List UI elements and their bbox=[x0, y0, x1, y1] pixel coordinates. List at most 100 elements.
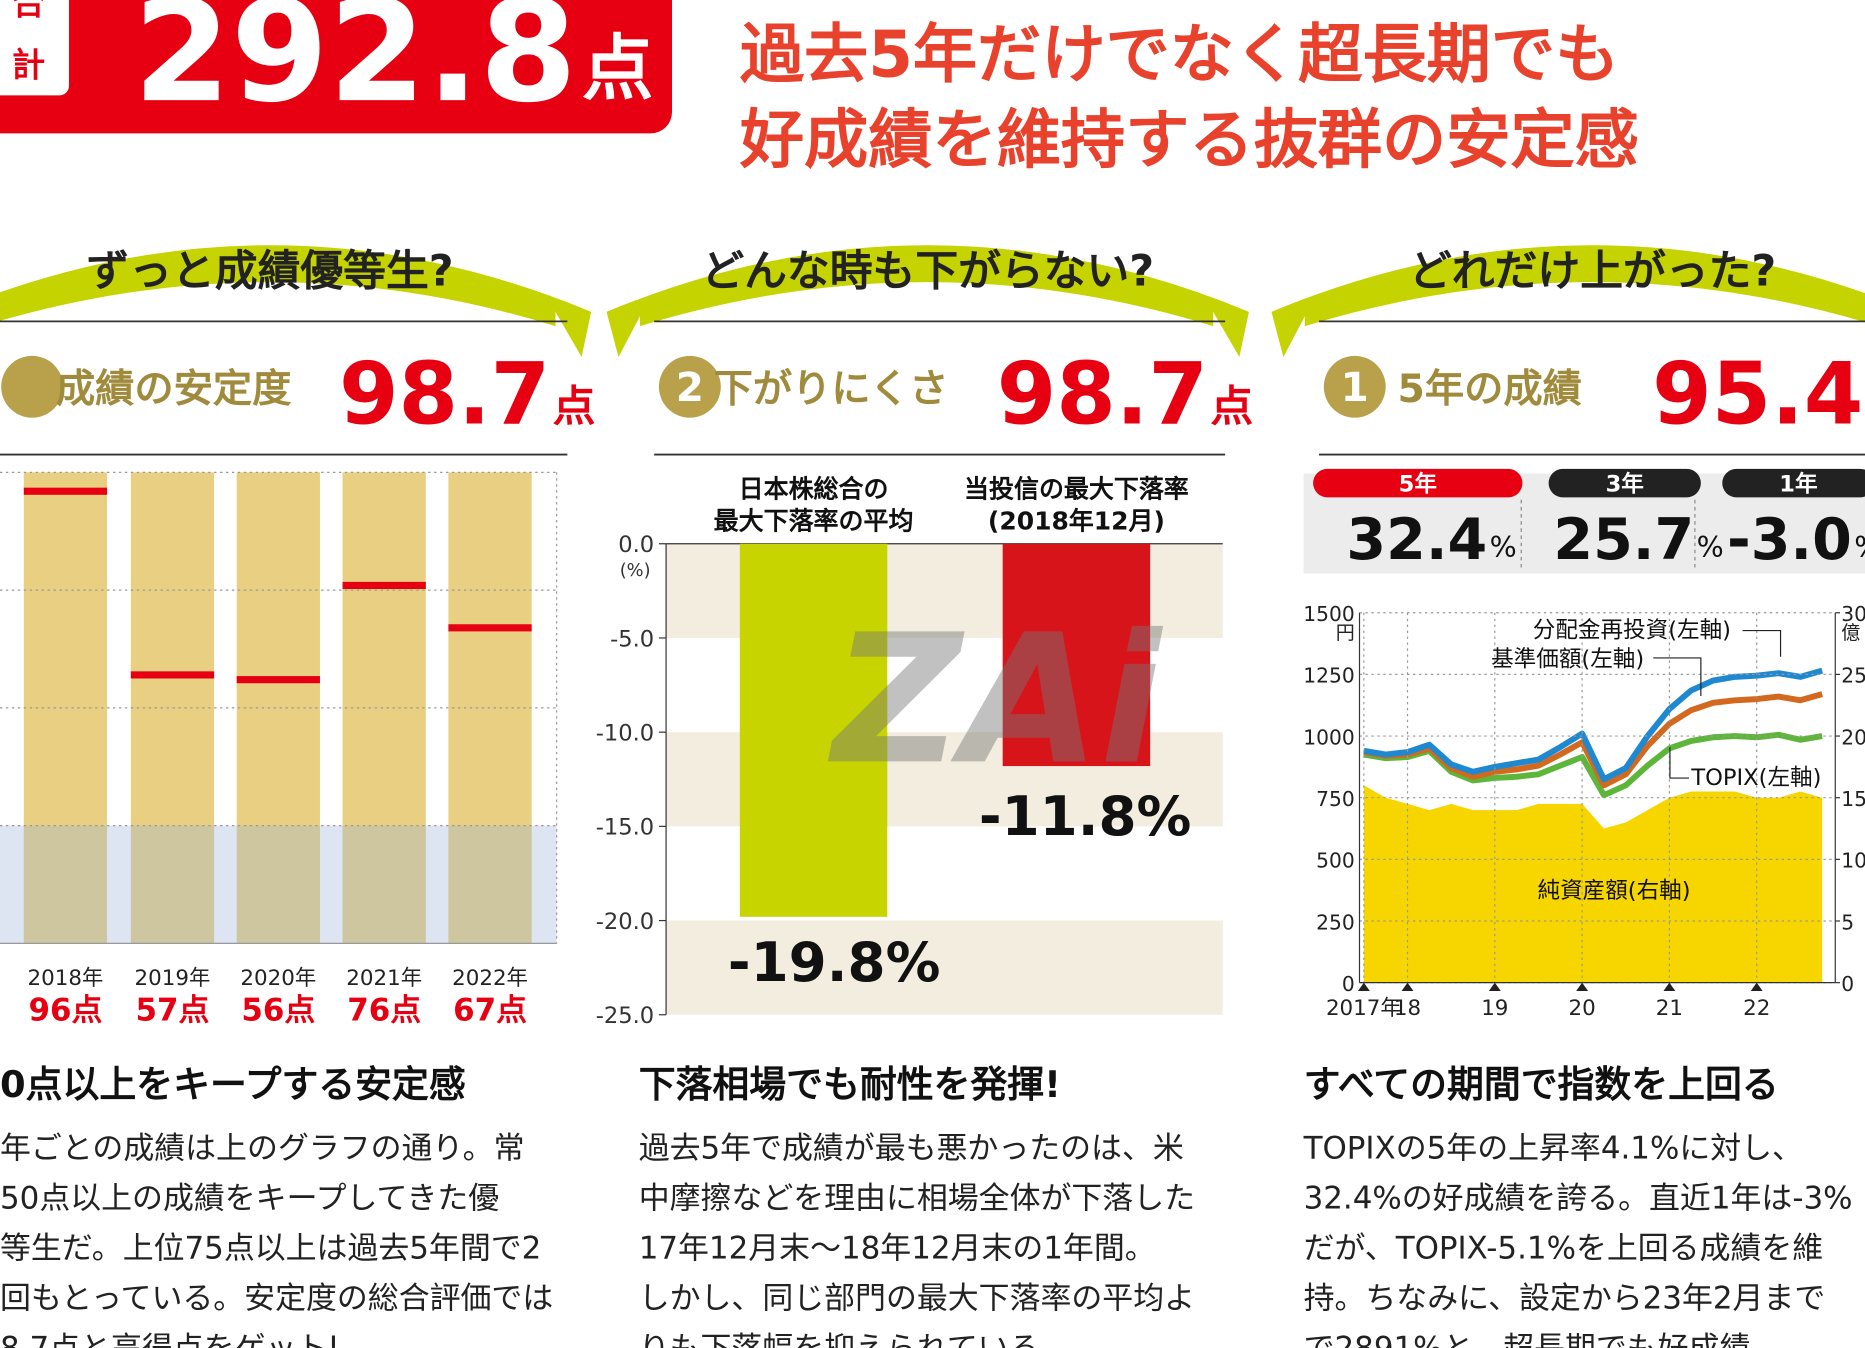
tick-mark bbox=[1663, 982, 1676, 991]
ribbon-band bbox=[639, 254, 1214, 327]
bar bbox=[739, 543, 888, 917]
watermark: ZAi bbox=[828, 596, 1164, 804]
y2-tick-label: 15 bbox=[1841, 787, 1865, 811]
series-label: TOPIX(左軸) bbox=[1690, 765, 1821, 791]
period-tab bbox=[1313, 468, 1523, 498]
value-label: -11.8% bbox=[979, 784, 1191, 848]
body-text: 8.7点と高得点をゲット! bbox=[0, 1331, 340, 1348]
leader bbox=[1669, 747, 1689, 779]
x-tick-label: 2021年 bbox=[346, 966, 422, 991]
period: 3年 bbox=[1606, 470, 1644, 497]
y2-unit: 億 bbox=[1841, 622, 1860, 644]
body-text: 50点以上の成績をキープしてきた優 bbox=[0, 1181, 499, 1217]
period: 5年 bbox=[1399, 470, 1437, 497]
y2-tick-label: 30 bbox=[1841, 602, 1865, 626]
y-tick-label: -25.0 bbox=[596, 1003, 654, 1029]
body-text: TOPIXの5年の上昇率4.1%に対し、 bbox=[1303, 1131, 1803, 1167]
line bbox=[1363, 667, 1823, 783]
body-text: 年ごとの成績は上のグラフの通り。常 bbox=[0, 1131, 524, 1167]
y-unit: 円 bbox=[1336, 622, 1355, 644]
score-label: 成績の安定度 bbox=[56, 367, 292, 412]
body-text: だが、TOPIX-5.1%を上回る成績を維 bbox=[1304, 1231, 1824, 1267]
return-value: -3.0 bbox=[1727, 507, 1852, 573]
level-mark bbox=[236, 676, 320, 684]
x-tick-label: 2019年 bbox=[135, 966, 211, 991]
x-tick-label: 2022年 bbox=[452, 966, 528, 991]
body-text: 過去5年で成績が最も悪かったのは、米 bbox=[639, 1131, 1184, 1167]
body-text: りも下落幅を抑えられている。 bbox=[639, 1331, 1071, 1348]
value-label: 76点 bbox=[347, 993, 421, 1029]
x-tick-label: 19 bbox=[1481, 996, 1508, 1021]
body-text: 17年12月末〜18年12月末の1年間。 bbox=[639, 1231, 1156, 1267]
headline: 過去5年だけでなく超長期でも bbox=[740, 17, 1620, 92]
band bbox=[666, 920, 1223, 1015]
y-tick-label: 500 bbox=[1316, 849, 1355, 873]
score-unit: 点 bbox=[553, 382, 596, 432]
y-tick-label: -10.0 bbox=[596, 720, 654, 746]
total-unit: 点 bbox=[582, 27, 653, 110]
y-unit: (%) bbox=[620, 560, 651, 581]
ribbon-band bbox=[1304, 254, 1865, 327]
headline: 好成績を維持する抜群の安定感 bbox=[739, 103, 1639, 178]
total-label: 合 bbox=[12, 0, 46, 22]
tick-mark bbox=[1401, 982, 1414, 991]
tick-mark bbox=[1488, 982, 1501, 991]
value-label: 56点 bbox=[241, 993, 315, 1029]
score: 98.7 bbox=[339, 346, 550, 445]
ribbon-text: ずっと成績優等生? bbox=[86, 247, 453, 297]
y-tick-label: -15.0 bbox=[596, 815, 654, 841]
y-tick-label: -20.0 bbox=[596, 909, 654, 935]
section-heading: すべての期間で指数を上回る bbox=[1304, 1063, 1779, 1106]
x-tick-label: 2018年 bbox=[27, 966, 103, 991]
category-label: 当投信の最大下落率 bbox=[964, 474, 1189, 503]
value-label: 67点 bbox=[453, 993, 527, 1029]
return-unit: % bbox=[1854, 531, 1865, 564]
level-mark bbox=[130, 671, 215, 679]
category-label: 日本株総合の bbox=[739, 474, 889, 503]
period: 1年 bbox=[1779, 470, 1817, 497]
body-text: 持。ちなみに、設定から23年2月まで bbox=[1304, 1281, 1826, 1317]
ribbon-text: どんな時も下がらない? bbox=[701, 247, 1154, 297]
level-mark bbox=[448, 624, 532, 632]
x-tick-label: 18 bbox=[1394, 996, 1421, 1021]
y2-tick-label: 25 bbox=[1841, 664, 1865, 688]
category-label: 最大下落率の平均 bbox=[714, 506, 914, 535]
value-label: -19.8% bbox=[728, 930, 940, 994]
x-tick-label: 22 bbox=[1743, 996, 1770, 1021]
number: 1 bbox=[1341, 363, 1369, 411]
body-text: 中摩擦などを理由に相場全体が下落した bbox=[639, 1181, 1195, 1217]
y-tick-label: 0.0 bbox=[618, 532, 654, 558]
y-tick-label: 250 bbox=[1316, 910, 1355, 934]
score: 98.7 bbox=[997, 346, 1208, 445]
score-label: 5年の成績 bbox=[1398, 367, 1582, 412]
level-mark bbox=[23, 487, 108, 495]
return-value: 25.7 bbox=[1553, 507, 1694, 573]
number: 2 bbox=[676, 363, 704, 411]
number-badge bbox=[1323, 355, 1386, 418]
y-tick-label: 1000 bbox=[1303, 725, 1354, 749]
y-tick-label: -5.0 bbox=[610, 626, 654, 652]
level-mark bbox=[342, 581, 426, 590]
section-heading: 0点以上をキープする安定感 bbox=[0, 1063, 466, 1106]
x-tick-label: 21 bbox=[1656, 996, 1683, 1021]
body-text: 32.4%の好成績を誇る。直近1年は-3% bbox=[1304, 1181, 1853, 1217]
total-score: 292.8 bbox=[133, 0, 577, 134]
bar bbox=[1002, 543, 1151, 767]
y-tick-label: 1250 bbox=[1303, 664, 1354, 688]
total-label-box bbox=[0, 0, 69, 96]
y2-tick-label: 0 bbox=[1841, 972, 1854, 996]
ribbon-band bbox=[0, 254, 556, 327]
leader bbox=[1742, 629, 1782, 657]
total-box bbox=[0, 0, 673, 134]
tick-mark bbox=[1357, 982, 1370, 991]
body-text: 等生だ。上位75点以上は過去5年間で2 bbox=[0, 1231, 541, 1267]
y2-tick-label: 5 bbox=[1841, 910, 1854, 934]
section-heading: 下落相場でも耐性を発揮! bbox=[639, 1063, 1061, 1106]
value-label: 57点 bbox=[136, 993, 210, 1029]
body-text: 回もとっている。安定度の総合評価では bbox=[0, 1281, 553, 1317]
category-label: (2018年12月) bbox=[988, 506, 1165, 535]
tick-mark bbox=[1750, 982, 1763, 991]
y-tick-label: 1500 bbox=[1303, 602, 1354, 626]
